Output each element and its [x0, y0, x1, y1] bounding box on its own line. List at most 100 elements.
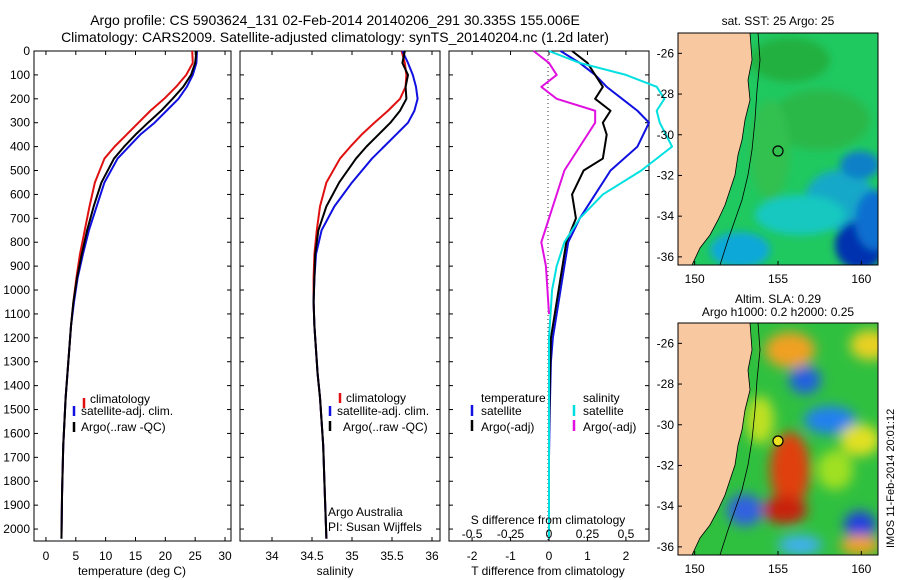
map-x-tick-label: 155 [768, 562, 788, 576]
temperature-xlabel: temperature (deg C) [78, 564, 186, 578]
legend-label-climatology: climatology [90, 392, 150, 406]
legend-label-t-argo: Argo(-adj) [481, 420, 534, 434]
difference-panel: -2 -1 0 1 2 temperature salinity satellite A… [448, 50, 674, 578]
sst-argo-marker [772, 145, 784, 157]
legend-label-satellite: satellite-adj. clim. [81, 404, 173, 418]
map-y-tick-label: -32 [657, 168, 675, 182]
x-tick-label: 0 [546, 549, 553, 563]
map-x-tick-label: 150 [685, 272, 705, 286]
map-y-tick-label: -28 [657, 377, 675, 391]
map-y-tick-label: -30 [657, 128, 675, 142]
legend-title-temperature: temperature [481, 391, 546, 405]
t-difference-xlabel: T difference from climatology [471, 564, 625, 578]
salinity-legend: climatology satellite-adj. clim. Argo(..… [328, 391, 429, 434]
salinity-axes-frame [239, 50, 441, 542]
legend-label-s-satellite: satellite [583, 404, 624, 418]
figure-title-line1: Argo profile: CS 5903624_131 02-Feb-2014… [90, 12, 580, 28]
series-line-argo-raw-qc- [312, 50, 409, 539]
x-tick-label: 20 [159, 549, 173, 563]
sla-map: Altim. SLA: 0.29 Argo h1000: 0.2 h2000: … [657, 292, 879, 576]
temperature-axes-frame [33, 50, 232, 542]
sst-map-title: sat. SST: 25 Argo: 25 [722, 14, 835, 28]
sst-map: sat. SST: 25 Argo: 25 150 155 160 -26 -28 -30… [657, 14, 879, 286]
sla-land [678, 323, 753, 555]
depth-tick-label: 0 [23, 44, 30, 58]
depth-tick-label: 1200 [3, 331, 30, 345]
temperature-panel: 0100200300400500600700800900100011001200… [3, 44, 232, 578]
depth-tick-label: 800 [10, 235, 30, 249]
x-tick-label: 5 [72, 549, 79, 563]
credit-line1: Argo Australia [328, 505, 403, 519]
x-tick-label: 36 [425, 549, 439, 563]
map-x-tick-label: 150 [685, 562, 705, 576]
series-line-t-argo-adj- [548, 50, 612, 539]
s-difference-tick-label: 0.25 [576, 527, 600, 541]
depth-tick-label: 700 [10, 211, 30, 225]
legend-label-argo: Argo(..raw -QC) [343, 420, 428, 434]
s-difference-tick-label: 0.5 [618, 527, 635, 541]
depth-tick-label: 1800 [3, 474, 30, 488]
salinity-panel: 34 34.5 35 35.5 36 climatology satellite-adj… [239, 50, 441, 578]
figure-title-line2: Climatology: CARS2009. Satellite-adjuste… [61, 29, 609, 45]
sla-map-title-line2: Argo h1000: 0.2 h2000: 0.25 [702, 305, 854, 319]
salinity-xlabel: salinity [317, 564, 354, 578]
legend-label-climatology: climatology [346, 391, 406, 405]
map-x-tick-label: 155 [768, 272, 788, 286]
x-tick-label: 30 [218, 549, 232, 563]
map-x-tick-label: 160 [851, 272, 871, 286]
depth-tick-label: 1000 [3, 283, 30, 297]
legend-label-s-argo: Argo(-adj) [583, 420, 636, 434]
sst-land [678, 33, 753, 265]
depth-tick-labels: 0 100 200 300 400 500 600 700 800 900 1000 1100 1200… [3, 44, 30, 536]
s-difference-tick-label: 0 [546, 527, 553, 541]
temperature-legend: climatology satellite-adj. clim. Argo(..… [72, 392, 173, 434]
depth-tick-label: 100 [10, 68, 30, 82]
depth-tick-label: 600 [10, 187, 30, 201]
x-tick-label: 0 [43, 549, 50, 563]
depth-tick-label: 1500 [3, 403, 30, 417]
legend-label-argo: Argo(..raw -QC) [81, 420, 166, 434]
s-difference-tick-label: -0.25 [497, 527, 525, 541]
depth-tick-label: 1600 [3, 426, 30, 440]
x-tick-label: -1 [505, 549, 516, 563]
map-y-tick-label: -26 [657, 336, 675, 350]
sla-map-image [678, 323, 878, 555]
difference-legend: temperature salinity satellite Argo(-adj… [470, 391, 636, 434]
depth-tick-label: 1100 [4, 307, 30, 321]
x-tick-label: 34 [265, 549, 279, 563]
sla-argo-marker [772, 435, 784, 447]
depth-tick-label: 500 [10, 164, 30, 178]
s-difference-tick-labels: -0.5 -0.25 0 0.25 0.5 [462, 527, 635, 541]
depth-tick-label: 1300 [3, 355, 30, 369]
map-y-tick-label: -26 [657, 46, 675, 60]
map-y-tick-label: -32 [657, 458, 675, 472]
s-difference-tick-label: -0.5 [462, 527, 483, 541]
sst-isobath [719, 33, 761, 265]
series-line-s-satellite [548, 50, 674, 539]
series-line-argo-raw-qc- [60, 50, 198, 539]
map-y-tick-label: -34 [657, 209, 675, 223]
legend-title-salinity: salinity [583, 391, 620, 405]
depth-tick-label: 1900 [3, 498, 30, 512]
map-x-tick-label: 160 [851, 562, 871, 576]
x-tick-label: 2 [623, 549, 630, 563]
sla-map-title-line1: Altim. SLA: 0.29 [735, 292, 821, 306]
depth-tick-label: 1700 [3, 450, 30, 464]
x-tick-label: -2 [467, 549, 478, 563]
imos-timestamp: IMOS 11-Feb-2014 20:01:12 [885, 409, 897, 548]
map-y-tick-label: -36 [657, 540, 675, 554]
sla-isobath [719, 323, 761, 555]
x-tick-label: 34.5 [300, 549, 324, 563]
depth-tick-label: 900 [10, 259, 30, 273]
depth-tick-label: 2000 [3, 522, 30, 536]
x-tick-label: 35 [345, 549, 359, 563]
credit-line2: PI: Susan Wijffels [328, 520, 422, 534]
x-tick-label: 15 [129, 549, 143, 563]
map-y-tick-label: -30 [657, 418, 675, 432]
x-tick-label: 25 [189, 549, 203, 563]
depth-tick-label: 1400 [3, 379, 30, 393]
depth-tick-label: 200 [10, 92, 30, 106]
x-tick-label: 35.5 [380, 549, 404, 563]
map-y-tick-label: -34 [657, 499, 675, 513]
